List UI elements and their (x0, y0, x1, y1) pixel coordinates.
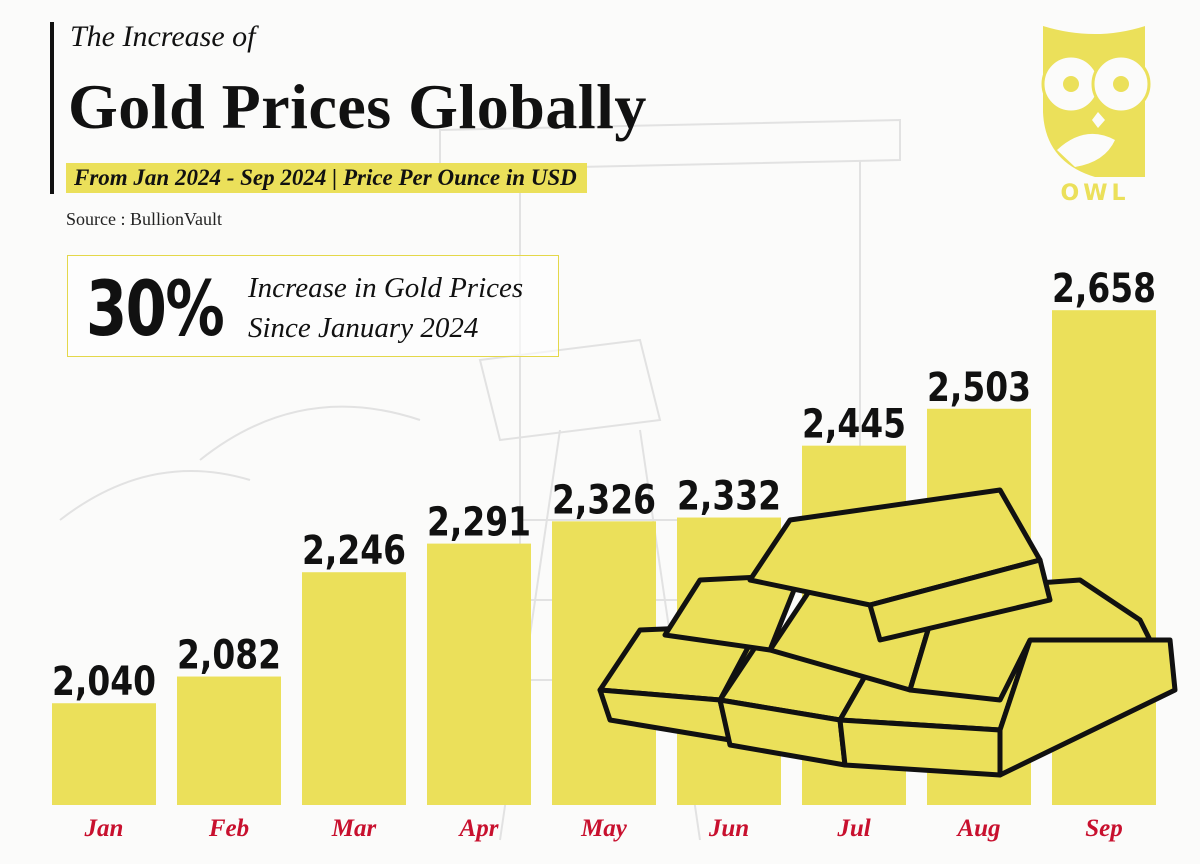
month-label: Mar (331, 815, 377, 842)
value-label: 2,246 (302, 528, 406, 574)
value-label: 2,658 (1052, 266, 1156, 312)
month-label: Apr (458, 815, 499, 842)
title-accent-bar (50, 22, 54, 194)
owl-logo: OWL (1041, 26, 1151, 202)
subtitle: From Jan 2024 - Sep 2024 | Price Per Oun… (66, 163, 587, 193)
callout-text: Increase in Gold Prices Since January 20… (248, 268, 523, 348)
value-label: 2,445 (802, 402, 906, 448)
month-label: Feb (208, 815, 249, 842)
source-note: Source : BullionVault (66, 209, 222, 229)
month-label: Jun (708, 815, 749, 842)
pretitle: The Increase of (70, 20, 256, 53)
value-label: 2,503 (927, 365, 1031, 411)
month-label: Jul (836, 815, 870, 842)
month-label: Aug (955, 815, 1000, 842)
month-label: May (580, 815, 628, 842)
bar-mar (302, 572, 406, 805)
page-title: Gold Prices Globally (68, 71, 647, 142)
bar-jan (52, 703, 156, 805)
callout-box: 30% Increase in Gold Prices Since Januar… (67, 255, 559, 357)
value-label: 2,040 (52, 659, 156, 705)
month-label: Sep (1085, 815, 1123, 842)
bar-apr (427, 543, 531, 805)
gold-bars-illustration (597, 487, 1178, 778)
logo-text: OWL (1061, 181, 1130, 202)
callout-value: 30% (86, 264, 225, 353)
value-label: 2,326 (552, 477, 656, 523)
callout-line-1: Increase in Gold Prices (248, 272, 524, 304)
callout-line-2: Since January 2024 (248, 312, 479, 344)
value-label: 2,332 (677, 474, 781, 520)
bar-feb (177, 676, 281, 805)
value-label: 2,291 (427, 500, 531, 546)
value-label: 2,082 (177, 633, 281, 679)
month-label: Jan (84, 815, 124, 842)
